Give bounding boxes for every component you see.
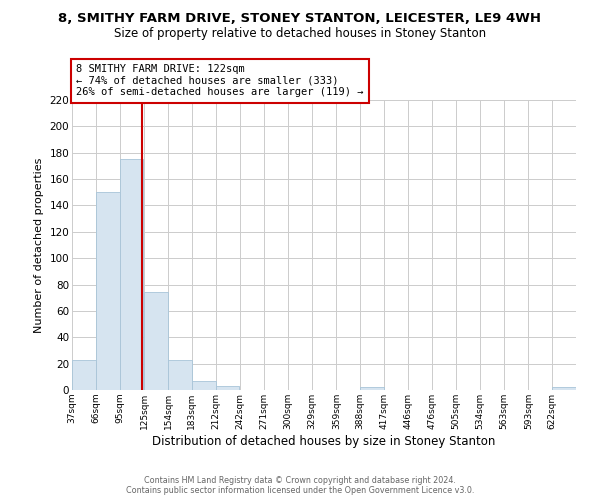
Text: 8 SMITHY FARM DRIVE: 122sqm
← 74% of detached houses are smaller (333)
26% of se: 8 SMITHY FARM DRIVE: 122sqm ← 74% of det…: [76, 64, 364, 98]
Bar: [96, 192, 119, 390]
Bar: [72, 360, 96, 390]
X-axis label: Distribution of detached houses by size in Stoney Stanton: Distribution of detached houses by size …: [152, 434, 496, 448]
Text: Contains HM Land Registry data © Crown copyright and database right 2024.: Contains HM Land Registry data © Crown c…: [144, 476, 456, 485]
Bar: [360, 388, 384, 390]
Bar: [168, 360, 192, 390]
Bar: [144, 292, 168, 390]
Bar: [215, 386, 239, 390]
Text: 8, SMITHY FARM DRIVE, STONEY STANTON, LEICESTER, LE9 4WH: 8, SMITHY FARM DRIVE, STONEY STANTON, LE…: [59, 12, 542, 26]
Bar: [192, 381, 215, 390]
Text: Size of property relative to detached houses in Stoney Stanton: Size of property relative to detached ho…: [114, 28, 486, 40]
Text: Contains public sector information licensed under the Open Government Licence v3: Contains public sector information licen…: [126, 486, 474, 495]
Bar: [119, 160, 143, 390]
Y-axis label: Number of detached properties: Number of detached properties: [34, 158, 44, 332]
Bar: [552, 388, 576, 390]
